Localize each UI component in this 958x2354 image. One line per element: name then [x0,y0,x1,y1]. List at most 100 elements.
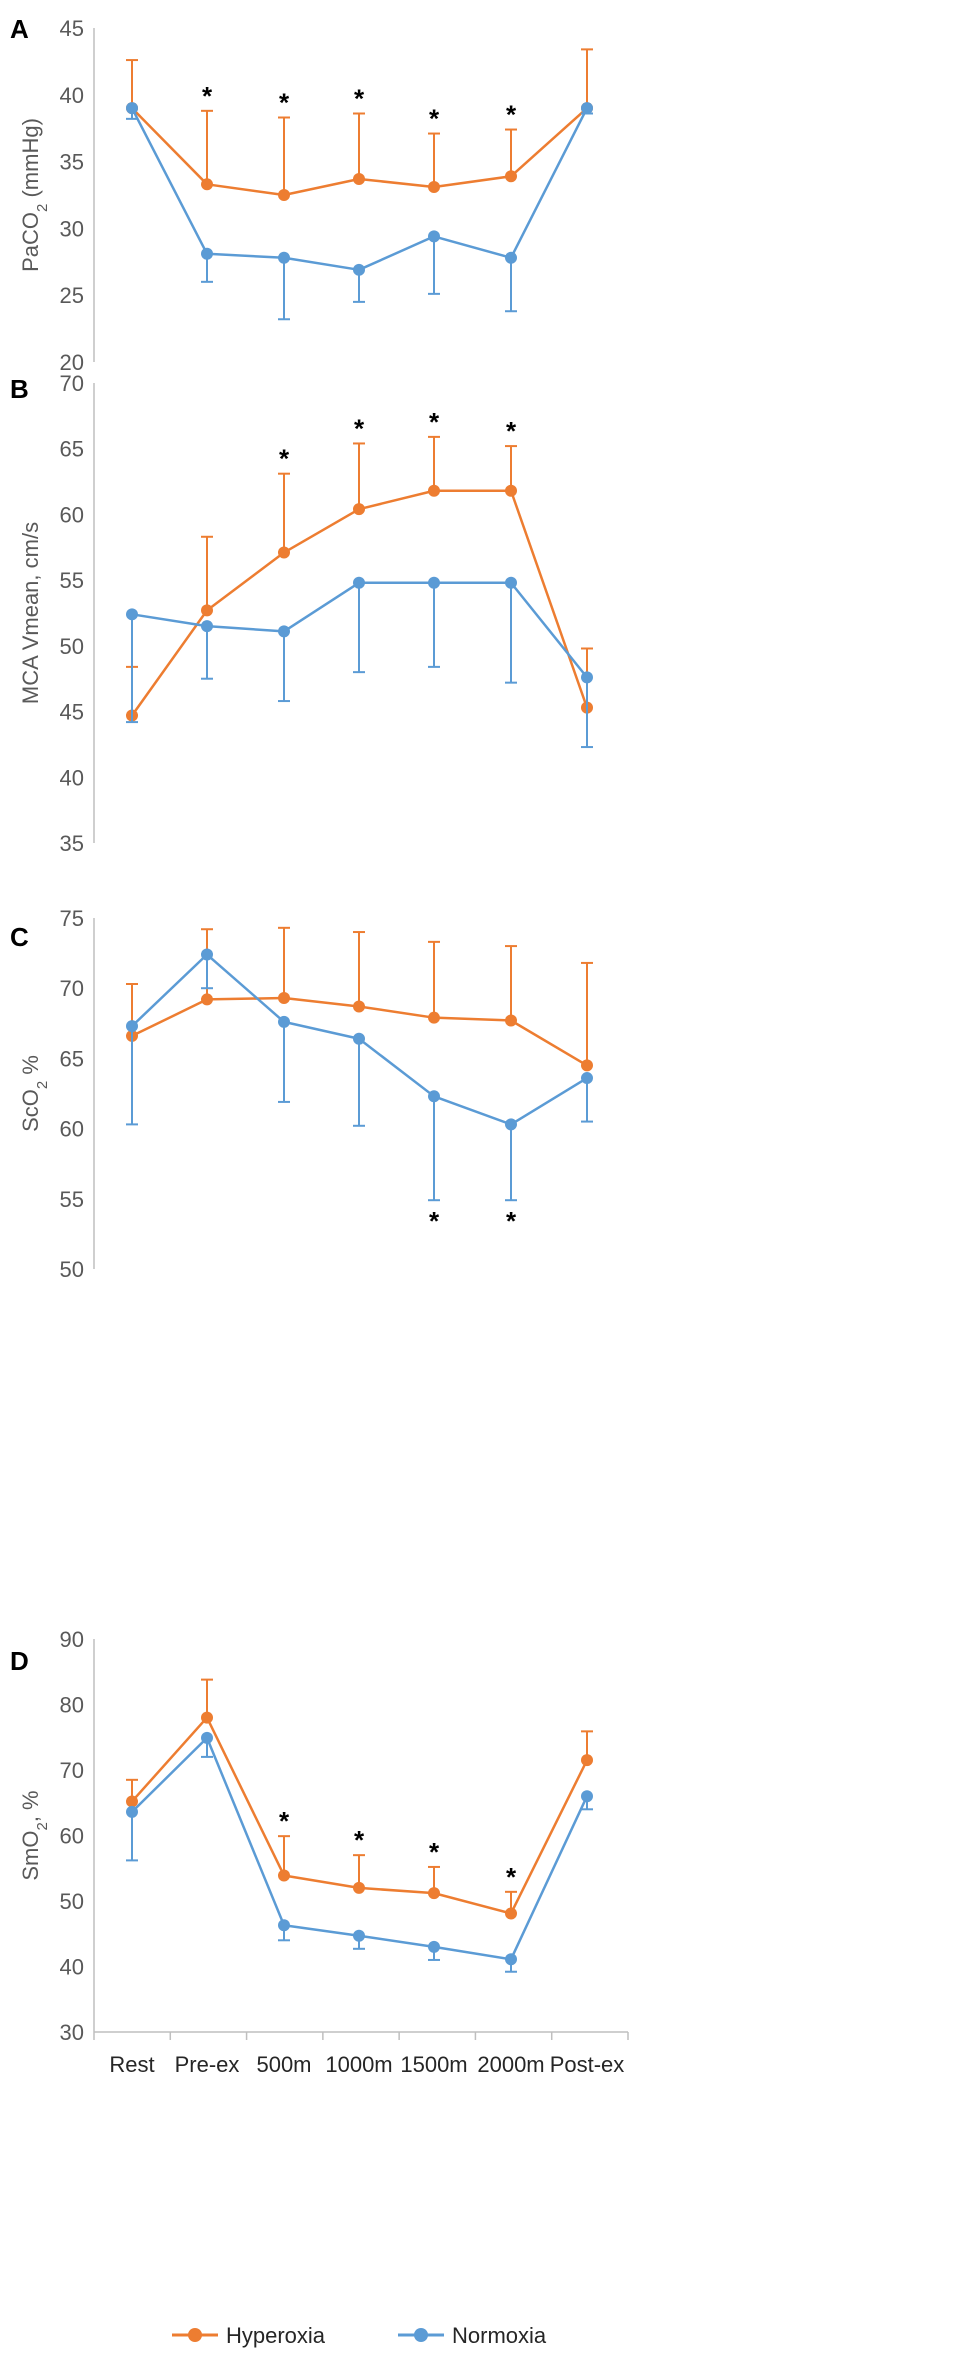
normoxia-point [126,1020,138,1033]
normoxia-point [201,247,213,260]
normoxia-point [278,251,290,264]
normoxia-point [278,1919,290,1932]
x-tick-label: 1500m [400,2052,467,2077]
hyperoxia-point [278,992,290,1005]
legend-normoxia-label: Normoxia [452,2323,547,2348]
y-tick-label: 50 [60,634,84,659]
y-axis-title: MCA Vmean, cm/s [18,522,43,704]
y-tick-label: 60 [60,1824,84,1849]
significance-star: * [429,407,440,437]
hyperoxia-point [278,1869,290,1882]
y-tick-label: 30 [60,2020,84,2045]
significance-star: * [506,1206,517,1236]
panel-c: C 50 55 60 65 70 75 ScO2 % * * [10,906,593,1282]
panel-label-c: C [10,922,29,952]
hyperoxia-point [428,1887,440,1900]
significance-star: * [354,413,365,443]
normoxia-point [505,1953,517,1966]
legend-normoxia-marker [414,2328,428,2342]
hyperoxia-point [353,503,365,516]
significance-star: * [429,104,440,134]
normoxia-point [581,1072,593,1085]
hyperoxia-point [353,1000,365,1013]
y-tick-label: 75 [60,906,84,931]
hyperoxia-point [201,178,213,191]
y-tick-label: 80 [60,1693,84,1718]
y-axis-title: PaCO2 (mmHg) [18,118,51,272]
significance-star: * [279,444,290,474]
significance-star: * [354,1825,365,1855]
hyperoxia-point [428,180,440,193]
panel-b: B 35 40 45 50 55 60 65 70 MCA Vmean, cm/s * * * * [10,371,593,856]
y-tick-label: 45 [60,16,84,41]
x-tick-label: Pre-ex [175,2052,240,2077]
normoxia-point [581,671,593,684]
hyperoxia-point [428,1011,440,1024]
hyperoxia-point [505,484,517,497]
hyperoxia-point [353,172,365,185]
significance-star: * [279,88,290,118]
legend-hyperoxia-label: Hyperoxia [226,2323,326,2348]
x-tick-label: 1000m [325,2052,392,2077]
normoxia-point [353,576,365,589]
hyperoxia-point [505,170,517,183]
normoxia-point [353,1032,365,1045]
panel-a: A 20 25 30 35 40 45 PaCO2 (mmHg) * * * * * [10,14,593,375]
normoxia-point [278,625,290,638]
x-tick-label: Post-ex [550,2052,625,2077]
hyperoxia-point [581,1059,593,1072]
normoxia-point [201,948,213,961]
normoxia-point [126,608,138,621]
hyperoxia-point [505,1014,517,1027]
y-tick-label: 70 [60,371,84,396]
normoxia-point [428,230,440,243]
panel-d: D 30 40 50 60 70 80 90 SmO2, % Rest Pre-ex 500m 1000… [10,1627,629,2077]
y-tick-label: 35 [60,150,84,175]
y-tick-label: 50 [60,1257,84,1282]
y-axis-title: SmO2, % [18,1790,51,1880]
y-tick-label: 20 [60,350,84,375]
hyperoxia-point [278,189,290,201]
y-tick-label: 30 [60,216,84,241]
significance-star: * [202,81,213,111]
normoxia-point [428,576,440,589]
panels: A 20 25 30 35 40 45 PaCO2 (mmHg) * * * * * B 35 40 45 50 5… [10,14,629,2077]
hyperoxia-point [201,993,213,1006]
significance-star: * [354,84,365,114]
hyperoxia-point [278,546,290,559]
y-tick-label: 70 [60,1758,84,1783]
panel-label-d: D [10,1646,29,1676]
normoxia-point [201,1731,213,1744]
y-axis-title: ScO2 % [18,1055,51,1132]
y-tick-label: 40 [60,83,84,108]
normoxia-point [581,1790,593,1803]
hyperoxia-point [581,1754,593,1767]
normoxia-point [581,102,593,115]
significance-star: * [506,100,517,130]
y-tick-label: 60 [60,1117,84,1142]
normoxia-point [428,1090,440,1103]
x-tick-label: 2000m [477,2052,544,2077]
significance-star: * [506,1862,517,1892]
hyperoxia-point [126,1795,138,1808]
y-tick-label: 90 [60,1627,84,1652]
normoxia-point [428,1940,440,1953]
hyperoxia-point [505,1907,517,1920]
legend: Hyperoxia Normoxia [172,2323,547,2348]
significance-star: * [429,1206,440,1236]
y-tick-label: 70 [60,976,84,1001]
normoxia-point [505,1118,517,1131]
hyperoxia-point [428,484,440,497]
y-tick-label: 55 [60,568,84,593]
normoxia-point [126,102,138,115]
significance-star: * [279,1806,290,1836]
x-tick-label: 500m [256,2052,311,2077]
normoxia-point [278,1015,290,1028]
panel-label-b: B [10,374,29,404]
normoxia-point [505,576,517,589]
hyperoxia-point [201,1711,213,1724]
y-tick-label: 40 [60,765,84,790]
normoxia-point [505,251,517,264]
y-tick-label: 50 [60,1889,84,1914]
